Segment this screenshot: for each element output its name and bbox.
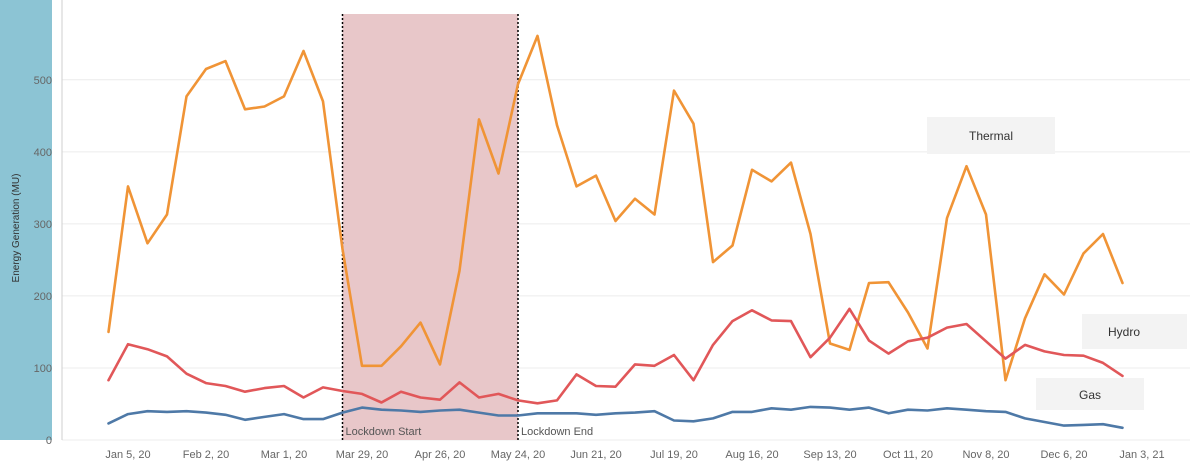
y-tick-label: 100 (34, 363, 52, 375)
y-tick-label: 400 (34, 147, 52, 159)
series-labels: Thermal Hydro Gas (927, 117, 1187, 410)
y-tick-label: 300 (34, 219, 52, 231)
gridlines (61, 0, 1190, 441)
y-axis-ticks: 0 100 200 300 400 500 (34, 75, 52, 447)
x-tick-label: Sep 13, 20 (803, 449, 856, 461)
lockdown-end-label: Lockdown End (521, 426, 593, 438)
x-tick-label: Oct 11, 20 (883, 449, 933, 461)
series-label-box-hydro (1082, 314, 1187, 349)
series-lines (107, 34, 1124, 430)
x-tick-label: Mar 1, 20 (261, 449, 307, 461)
x-tick-label: Jan 3, 21 (1119, 449, 1164, 461)
series-line-gas (107, 405, 1124, 430)
lockdown-start-label: Lockdown Start (346, 426, 422, 438)
x-tick-label: Aug 16, 20 (725, 449, 778, 461)
series-label-box-gas (1036, 378, 1144, 410)
x-tick-label: May 24, 20 (491, 449, 545, 461)
series-line-hydro (107, 307, 1124, 405)
y-tick-label: 0 (46, 435, 52, 447)
x-tick-label: Nov 8, 20 (962, 449, 1009, 461)
lockdown-band (342, 14, 518, 440)
x-tick-label: Dec 6, 20 (1040, 449, 1087, 461)
x-axis-ticks: Jan 5, 20 Feb 2, 20 Mar 1, 20 Mar 29, 20 Apr… (105, 449, 1164, 461)
y-axis-label: Energy Generation (MU) (11, 174, 22, 283)
y-tick-label: 200 (34, 291, 52, 303)
series-label-gas: Gas (1079, 388, 1101, 402)
y-axis-label-strip (0, 0, 52, 440)
x-tick-label: Jul 19, 20 (650, 449, 698, 461)
series-line-thermal (107, 34, 1124, 382)
series-label-thermal: Thermal (969, 129, 1013, 143)
x-tick-label: Feb 2, 20 (183, 449, 229, 461)
x-tick-label: Jun 21, 20 (570, 449, 621, 461)
x-tick-label: Jan 5, 20 (105, 449, 150, 461)
x-tick-label: Mar 29, 20 (336, 449, 389, 461)
x-tick-label: Apr 26, 20 (415, 449, 466, 461)
series-label-hydro: Hydro (1108, 325, 1140, 339)
lockdown-highlight: Lockdown Start Lockdown End (341, 14, 593, 440)
series-label-box-thermal (927, 117, 1055, 154)
y-tick-label: 500 (34, 75, 52, 87)
